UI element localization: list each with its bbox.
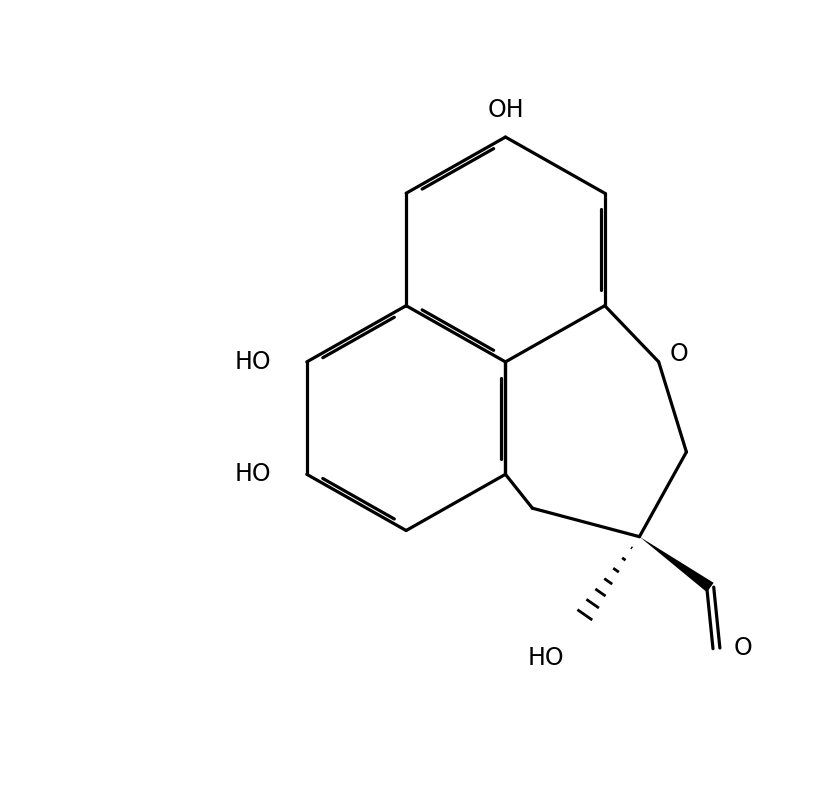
Text: HO: HO: [235, 350, 271, 374]
Text: O: O: [670, 342, 689, 367]
Text: HO: HO: [235, 462, 271, 486]
Text: OH: OH: [487, 98, 524, 122]
Text: HO: HO: [528, 646, 564, 670]
Polygon shape: [639, 537, 714, 592]
Text: O: O: [734, 636, 752, 660]
